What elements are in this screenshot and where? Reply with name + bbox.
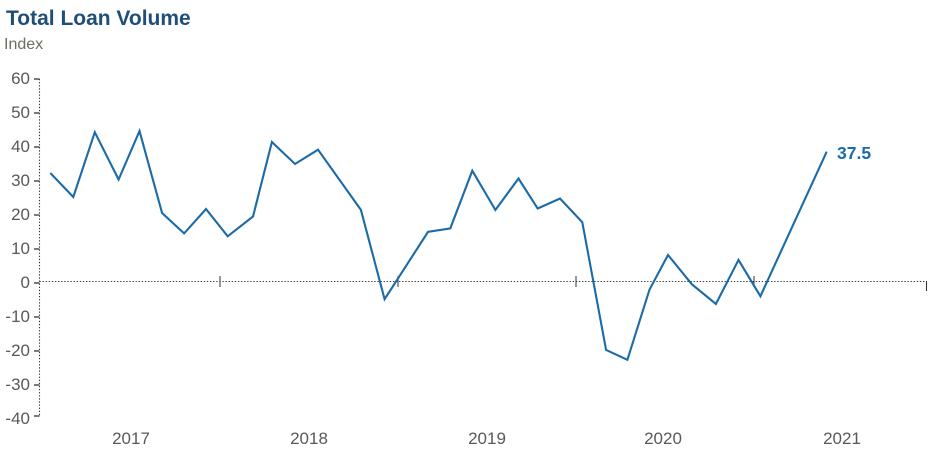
- svg-text:-10: -10: [5, 307, 30, 326]
- svg-text:30: 30: [11, 171, 30, 190]
- svg-text:-30: -30: [5, 375, 30, 394]
- svg-text:2020: 2020: [644, 429, 682, 448]
- svg-text:37.5: 37.5: [837, 143, 871, 163]
- svg-text:60: 60: [11, 69, 30, 88]
- svg-text:20: 20: [11, 205, 30, 224]
- svg-text:2021: 2021: [823, 429, 861, 448]
- svg-text:10: 10: [11, 239, 30, 258]
- svg-text:50: 50: [11, 103, 30, 122]
- svg-text:2019: 2019: [468, 429, 506, 448]
- svg-text:-20: -20: [5, 341, 30, 360]
- svg-text:40: 40: [11, 137, 30, 156]
- svg-text:-40: -40: [5, 409, 30, 428]
- svg-text:2018: 2018: [290, 429, 328, 448]
- svg-text:0: 0: [21, 273, 30, 292]
- svg-text:2017: 2017: [112, 429, 150, 448]
